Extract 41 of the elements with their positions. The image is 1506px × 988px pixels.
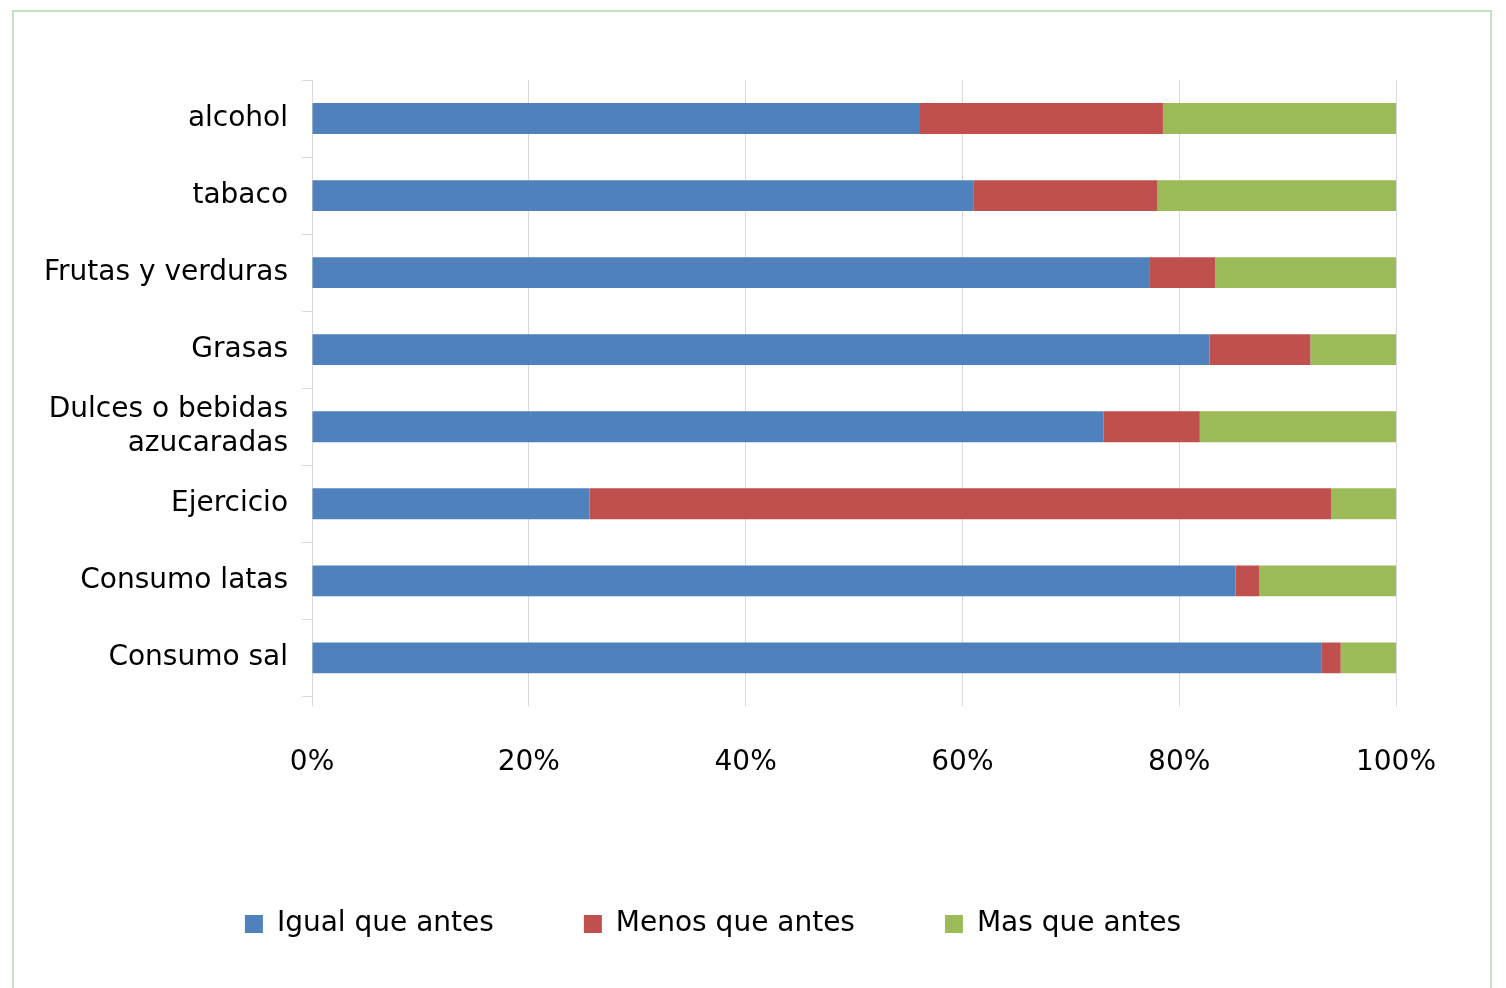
x-tick-label: 100%	[1355, 744, 1437, 778]
bar	[919, 103, 1163, 134]
y-tick-label: Grasas	[191, 330, 289, 364]
bar	[1103, 411, 1200, 443]
bar	[1310, 334, 1396, 366]
y-tick-label: Frutas y verduras	[44, 253, 289, 287]
x-tick-label: 0%	[289, 744, 335, 778]
bar	[1209, 334, 1311, 366]
y-tick-label: Consumo latas	[80, 562, 289, 596]
legend-label: Menos que antes	[615, 905, 855, 939]
bar	[312, 180, 974, 211]
bar	[312, 642, 1322, 674]
bar	[1199, 411, 1396, 443]
bar	[312, 257, 1150, 289]
x-tick-label: 60%	[931, 744, 994, 778]
bar	[1340, 642, 1396, 674]
legend-label: Igual que antes	[276, 905, 494, 939]
bar	[589, 488, 1331, 520]
bar	[1259, 565, 1396, 597]
y-tick-label: tabaco	[192, 176, 289, 210]
bar	[1149, 257, 1215, 289]
bar	[1157, 180, 1396, 211]
bar	[1214, 257, 1396, 289]
bar	[312, 565, 1236, 597]
legend-label: Mas que antes	[976, 905, 1182, 939]
bar	[1162, 103, 1396, 134]
bar	[312, 488, 590, 520]
y-tick-label: Ejercicio	[170, 485, 289, 519]
bar	[1330, 488, 1396, 520]
bar	[1321, 642, 1341, 674]
x-tick-label: 20%	[497, 744, 560, 778]
y-tick-label: Consumo sal	[108, 639, 289, 673]
bar	[312, 103, 920, 134]
y-tick-label: alcohol	[187, 99, 289, 133]
y-tick-label: Dulces o bebidas azucaradas	[48, 391, 289, 458]
x-tick-label: 80%	[1148, 744, 1211, 778]
bar	[312, 411, 1104, 443]
bar	[1235, 565, 1260, 597]
bar	[973, 180, 1158, 211]
bar	[312, 334, 1210, 366]
x-tick-label: 40%	[714, 744, 777, 778]
